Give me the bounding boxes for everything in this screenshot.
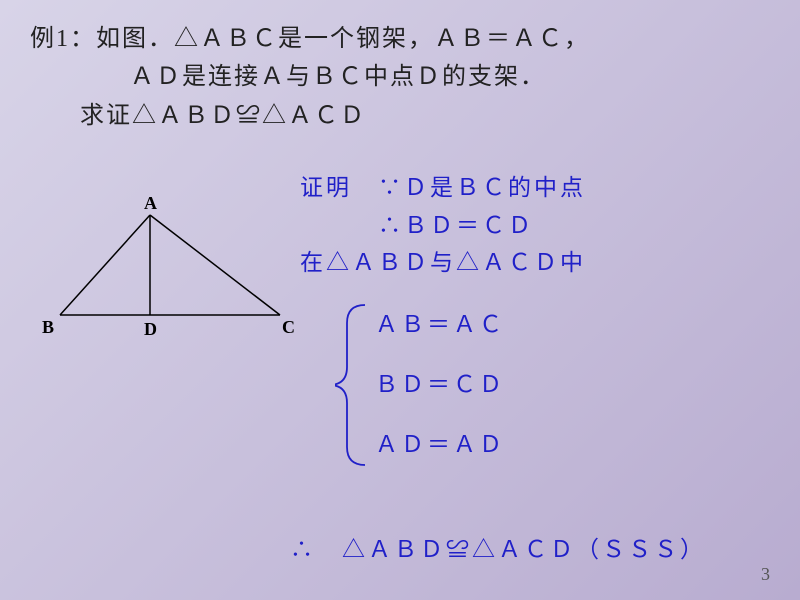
problem-line3: 求证△ＡＢＤ≌△ＡＣＤ	[30, 97, 770, 135]
page-number: 3	[761, 564, 770, 585]
vertex-label-d: D	[144, 319, 157, 340]
condition-3: ＡＤ＝ＡＤ	[375, 425, 505, 459]
condition-2: ＢＤ＝ＣＤ	[375, 365, 505, 399]
proof-line3: 在△ＡＢＤ与△ＡＣＤ中	[300, 245, 586, 281]
triangle-diagram: A B C D	[40, 205, 300, 365]
vertex-label-b: B	[42, 317, 54, 338]
vertex-label-c: C	[282, 317, 295, 338]
condition-1: ＡＢ＝ＡＣ	[375, 305, 505, 339]
brace-icon	[335, 300, 375, 480]
conditions-block: ＡＢ＝ＡＣ ＢＤ＝ＣＤ ＡＤ＝ＡＤ	[375, 305, 505, 485]
triangle-svg	[40, 205, 300, 365]
conclusion-text: ∴ △ＡＢＤ≌△ＡＣＤ（ＳＳＳ）	[290, 530, 706, 564]
problem-line1: 例1：如图．△ＡＢＣ是一个钢架，ＡＢ＝ＡＣ，	[30, 20, 770, 58]
problem-line2: ＡＤ是连接Ａ与ＢＣ中点Ｄ的支架．	[30, 58, 770, 96]
vertex-label-a: A	[144, 193, 157, 214]
proof-line2: ∴ＢＤ＝ＣＤ	[300, 208, 586, 244]
proof-text: 证明 ∵Ｄ是ＢＣ的中点 ∴ＢＤ＝ＣＤ 在△ＡＢＤ与△ＡＣＤ中	[300, 170, 586, 283]
proof-line1: 证明 ∵Ｄ是ＢＣ的中点	[300, 170, 586, 206]
